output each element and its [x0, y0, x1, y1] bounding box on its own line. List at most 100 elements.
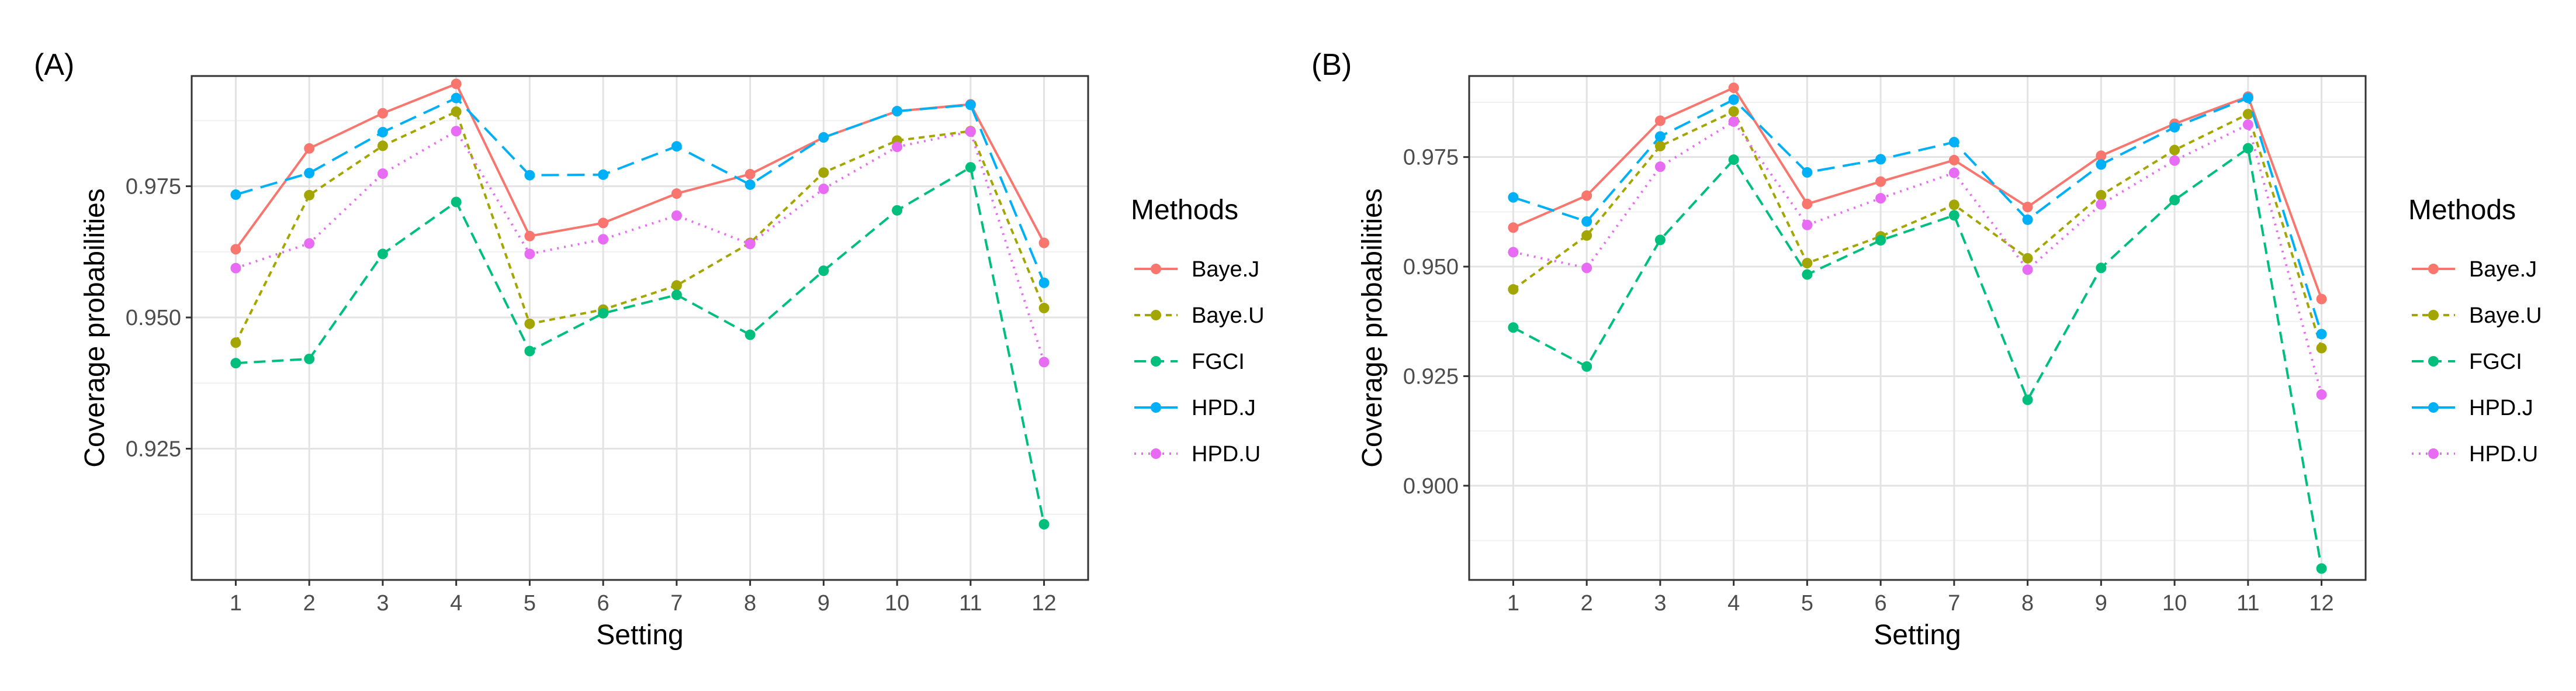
data-point-hpd-u [2169, 155, 2180, 166]
data-point-hpd-u [451, 126, 462, 137]
data-point-baye-j [377, 108, 388, 119]
series-line-baye-u [234, 110, 1045, 343]
legend-key-point [1151, 310, 1161, 320]
data-point-baye-j [1728, 82, 1739, 94]
panel-border [1468, 75, 2367, 581]
x-tick-label: 11 [959, 591, 982, 616]
data-point-hpd-j [745, 179, 756, 190]
y-tick-label: 0.975 [1403, 146, 1459, 170]
data-point-hpd-j [2169, 122, 2180, 133]
data-point-baye-u [451, 106, 462, 118]
data-point-hpd-u [1875, 193, 1886, 204]
data-point-fgci [1948, 210, 1959, 221]
data-point-baye-u [524, 318, 535, 329]
data-point-hpd-u [818, 184, 829, 195]
data-point-baye-u [1728, 106, 1739, 117]
data-point-baye-u [1802, 258, 1813, 269]
data-point-fgci [377, 248, 388, 260]
legend-key-point [1151, 356, 1161, 367]
plot-area [1469, 76, 2366, 580]
data-point-baye-j [524, 230, 535, 241]
data-point-hpd-u [2242, 119, 2253, 130]
panel-label: (B) [1311, 48, 1352, 82]
y-tick-label: 0.925 [126, 437, 181, 462]
data-point-hpd-j [2242, 92, 2253, 103]
legend-key-point [1151, 448, 1161, 459]
data-point-baye-j [1654, 115, 1666, 126]
data-point-baye-u [1038, 302, 1050, 313]
x-tick-label: 9 [2095, 591, 2107, 616]
data-point-fgci [598, 308, 609, 319]
data-point-fgci [1038, 519, 1050, 530]
data-point-hpd-j [892, 106, 903, 117]
x-axis-title: Setting [596, 620, 683, 651]
data-point-baye-j [2316, 293, 2327, 305]
data-point-fgci [2022, 394, 2033, 405]
data-point-hpd-j [451, 92, 462, 103]
data-point-fgci [1875, 235, 1886, 246]
x-tick-label: 4 [1727, 591, 1740, 616]
data-point-baye-j [1875, 176, 1886, 187]
data-point-baye-j [1802, 198, 1813, 209]
data-point-fgci [1728, 154, 1739, 165]
y-tick-label: 0.950 [126, 306, 181, 330]
data-point-baye-u [2169, 144, 2180, 156]
legend-key-point [2428, 356, 2439, 367]
x-tick-label: 6 [1875, 591, 1887, 616]
data-point-baye-u [1508, 284, 1519, 295]
data-point-baye-j [451, 78, 462, 89]
data-point-fgci [524, 346, 535, 357]
data-point-hpd-j [304, 168, 315, 179]
data-point-fgci [2316, 563, 2327, 574]
data-point-hpd-j [1508, 192, 1519, 203]
x-tick-label: 8 [744, 591, 756, 616]
data-point-baye-j [745, 168, 756, 179]
data-point-baye-j [1948, 154, 1959, 165]
x-tick-label: 10 [2162, 591, 2187, 616]
data-point-fgci [965, 162, 976, 173]
panel-border [191, 75, 1089, 581]
x-tick-label: 7 [670, 591, 683, 616]
data-point-hpd-u [304, 238, 315, 249]
series-line-baye-j [1512, 87, 2323, 300]
data-point-hpd-j [2096, 159, 2107, 170]
y-axis-title: Coverage probabilities [1357, 188, 1388, 468]
data-point-hpd-u [598, 234, 609, 245]
x-tick-label: 11 [2236, 591, 2259, 616]
data-point-hpd-j [965, 99, 976, 110]
data-point-baye-j [2096, 150, 2107, 161]
data-point-fgci [818, 265, 829, 277]
data-point-hpd-u [1581, 262, 1592, 274]
data-point-hpd-j [2022, 214, 2033, 225]
legend: Methods Baye.J Baye.U FGCI HPD.J HPD.U [2408, 195, 2542, 467]
series-line-hpd-j [1512, 96, 2323, 335]
data-point-fgci [304, 353, 315, 364]
data-point-fgci [451, 196, 462, 208]
data-point-fgci [230, 358, 241, 369]
data-point-hpd-j [2316, 329, 2327, 340]
data-point-fgci [1802, 269, 1813, 280]
data-point-hpd-u [2316, 389, 2327, 400]
data-point-hpd-j [598, 169, 609, 180]
x-tick-label: 6 [597, 591, 610, 616]
data-point-baye-u [2022, 253, 2033, 264]
x-tick-label: 2 [1581, 591, 1593, 616]
x-tick-label: 5 [524, 591, 536, 616]
x-tick-label: 3 [1654, 591, 1666, 616]
data-point-hpd-j [230, 189, 241, 200]
data-point-hpd-u [671, 210, 682, 221]
data-point-baye-u [2242, 109, 2253, 120]
legend-label-fgci: FGCI [2469, 350, 2522, 374]
data-point-baye-u [230, 337, 241, 348]
legend-key-point [2428, 448, 2439, 459]
data-point-baye-j [671, 188, 682, 199]
data-point-hpd-u [1728, 116, 1739, 127]
data-point-baye-u [304, 189, 315, 201]
data-point-hpd-j [1654, 131, 1666, 142]
legend-title: Methods [2408, 195, 2516, 226]
x-tick-label: 9 [818, 591, 830, 616]
data-point-hpd-u [524, 248, 535, 260]
data-point-hpd-u [1802, 219, 1813, 230]
data-point-fgci [2096, 262, 2107, 274]
